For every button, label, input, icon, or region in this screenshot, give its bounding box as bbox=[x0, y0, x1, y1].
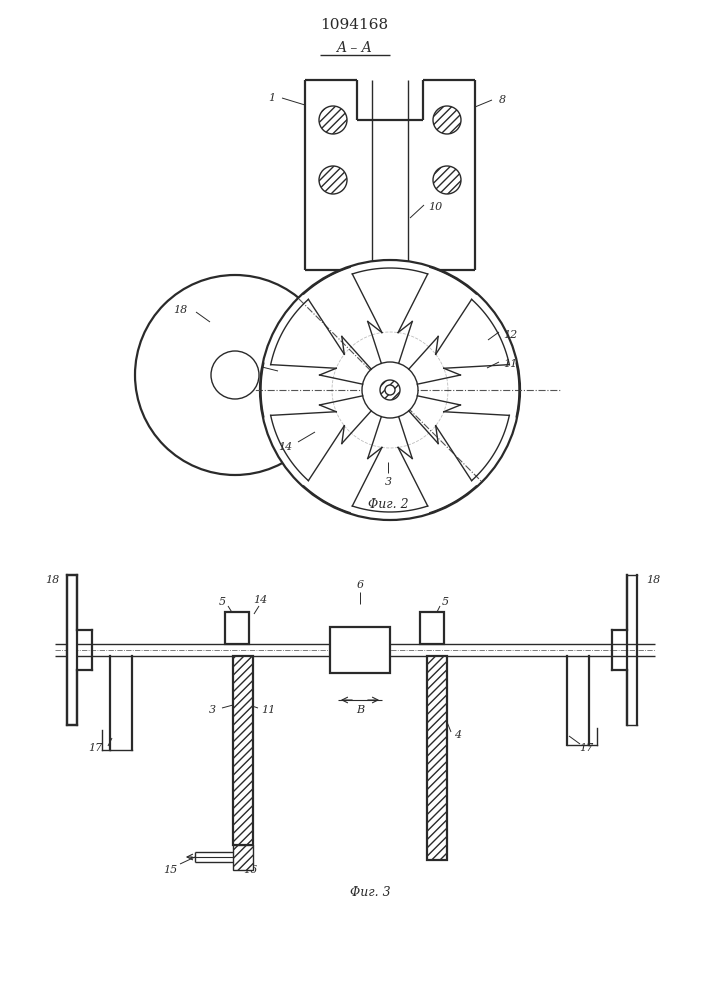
Text: 1094168: 1094168 bbox=[320, 18, 388, 32]
Text: 4: 4 bbox=[455, 730, 462, 740]
Text: 3: 3 bbox=[385, 477, 392, 487]
Circle shape bbox=[433, 166, 461, 194]
Bar bbox=[233, 656, 253, 845]
Text: 12: 12 bbox=[240, 363, 254, 373]
Text: 3: 3 bbox=[209, 705, 216, 715]
Text: Φиг. 2: Φиг. 2 bbox=[368, 497, 409, 510]
Text: 6: 6 bbox=[356, 580, 363, 590]
Text: 17: 17 bbox=[88, 743, 102, 753]
Text: 15: 15 bbox=[163, 865, 177, 875]
Circle shape bbox=[433, 106, 461, 134]
Text: 12: 12 bbox=[503, 330, 517, 340]
Circle shape bbox=[385, 385, 395, 395]
Text: 11: 11 bbox=[503, 359, 517, 369]
Circle shape bbox=[319, 166, 347, 194]
Circle shape bbox=[362, 362, 418, 418]
Bar bbox=[427, 656, 447, 860]
Text: 18: 18 bbox=[173, 305, 187, 315]
Bar bbox=[330, 627, 390, 673]
Text: 5: 5 bbox=[218, 597, 226, 607]
Text: Φиг. 3: Φиг. 3 bbox=[350, 886, 390, 898]
Text: 14: 14 bbox=[278, 442, 292, 452]
Text: 14: 14 bbox=[253, 595, 267, 605]
Circle shape bbox=[135, 275, 335, 475]
Text: A – A: A – A bbox=[336, 41, 372, 55]
Text: 11: 11 bbox=[261, 705, 275, 715]
Text: 18: 18 bbox=[45, 575, 59, 585]
Text: 16: 16 bbox=[243, 865, 257, 875]
Bar bbox=[67, 575, 77, 725]
Text: B: B bbox=[356, 705, 364, 715]
Text: 1: 1 bbox=[269, 93, 276, 103]
Bar bbox=[233, 845, 253, 870]
Text: 10: 10 bbox=[428, 202, 442, 212]
Bar bbox=[225, 612, 249, 644]
Text: 18: 18 bbox=[646, 575, 660, 585]
Circle shape bbox=[211, 351, 259, 399]
Text: 5: 5 bbox=[441, 597, 448, 607]
Circle shape bbox=[319, 106, 347, 134]
Text: 8: 8 bbox=[498, 95, 506, 105]
Text: 17: 17 bbox=[579, 743, 593, 753]
Circle shape bbox=[260, 260, 520, 520]
Circle shape bbox=[380, 380, 400, 400]
Bar bbox=[420, 612, 444, 644]
